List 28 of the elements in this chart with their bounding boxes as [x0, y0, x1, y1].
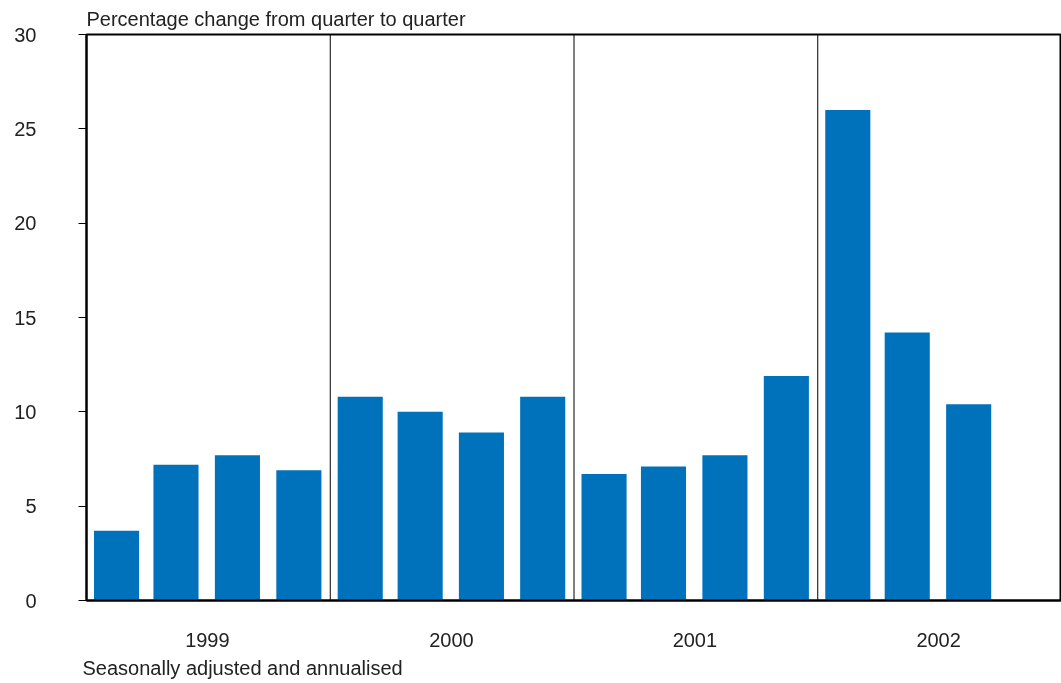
bar: [276, 470, 322, 601]
bar: [884, 332, 930, 601]
bar: [581, 474, 627, 601]
y-tick-label: 25: [14, 117, 37, 140]
y-tick-label: 20: [14, 212, 37, 235]
bar: [214, 455, 260, 601]
bar: [153, 464, 199, 601]
y-tick-label: 5: [25, 495, 37, 518]
bar: [763, 375, 809, 601]
x-tick-label: 2000: [429, 628, 474, 651]
bar: [702, 455, 748, 601]
y-tick-label: 30: [14, 23, 37, 46]
x-tick-label: 2001: [672, 628, 718, 651]
y-tick-label: 10: [14, 400, 37, 423]
chart-title: Percentage change from quarter to quarter: [86, 7, 466, 30]
x-tick-label: 1999: [185, 628, 230, 651]
text: Seasonally adjusted and annualised: [82, 656, 403, 679]
bar: [397, 411, 443, 601]
bar: [640, 466, 687, 601]
bar: [458, 432, 504, 601]
bar: [825, 109, 871, 601]
bar: [520, 396, 566, 601]
bar: [94, 530, 140, 601]
y-tick-label: 0: [25, 589, 37, 612]
y-tick-label: 15: [14, 306, 37, 329]
x-tick-label: 2002: [916, 628, 961, 651]
bar: [946, 404, 992, 601]
bar: [337, 396, 383, 601]
